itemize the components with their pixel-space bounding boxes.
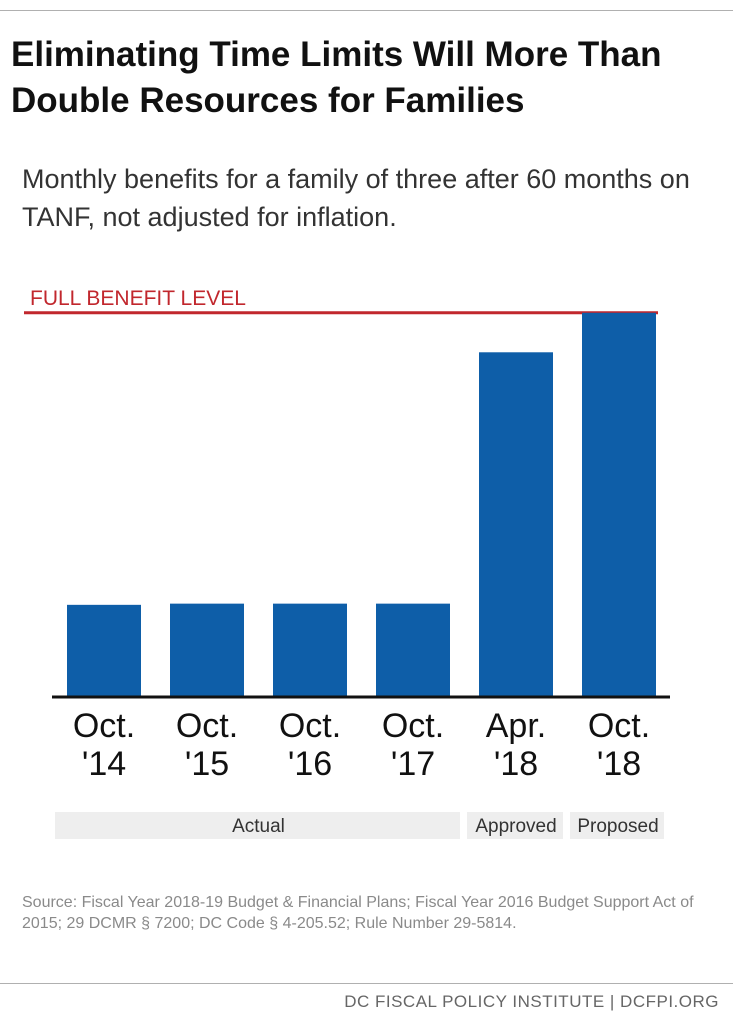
bar-3 [376,603,450,697]
group-label-0: Actual [232,816,285,837]
top-rule [0,10,733,11]
group-box-2 [570,812,664,839]
x-tick-label-0: Oct. '14 [73,707,135,783]
x-tick-label-3: Oct. '17 [382,707,444,783]
bar-0 [67,604,141,697]
x-tick-label-4: Apr. '18 [486,707,546,783]
bar-5 [582,312,656,697]
group-label-1: Approved [475,816,556,837]
group-box-0 [55,812,460,839]
bar-1 [170,603,244,697]
group-box-1 [467,812,563,839]
x-tick-label-2: Oct. '16 [279,707,341,783]
full-benefit-label: FULL BENEFIT LEVEL [30,287,246,310]
chart-subtitle: Monthly benefits for a family of three a… [22,164,690,232]
chart-title: Eliminating Time Limits Will More Than D… [11,35,662,120]
bar-chart: FULL BENEFIT LEVEL Oct. '14 Oct. '15 Oct. '16 O… [24,287,670,839]
group-label-2: Proposed [577,816,658,837]
bar-4 [479,352,553,697]
x-tick-label-5: Oct. '18 [588,707,650,783]
bottom-rule [0,983,733,984]
footer-credit: DC FISCAL POLICY INSTITUTE | DCFPI.ORG [344,992,719,1011]
source-note: Source: Fiscal Year 2018-19 Budget & Fin… [22,894,694,932]
bar-2 [273,603,347,697]
x-tick-label-1: Oct. '15 [176,707,238,783]
